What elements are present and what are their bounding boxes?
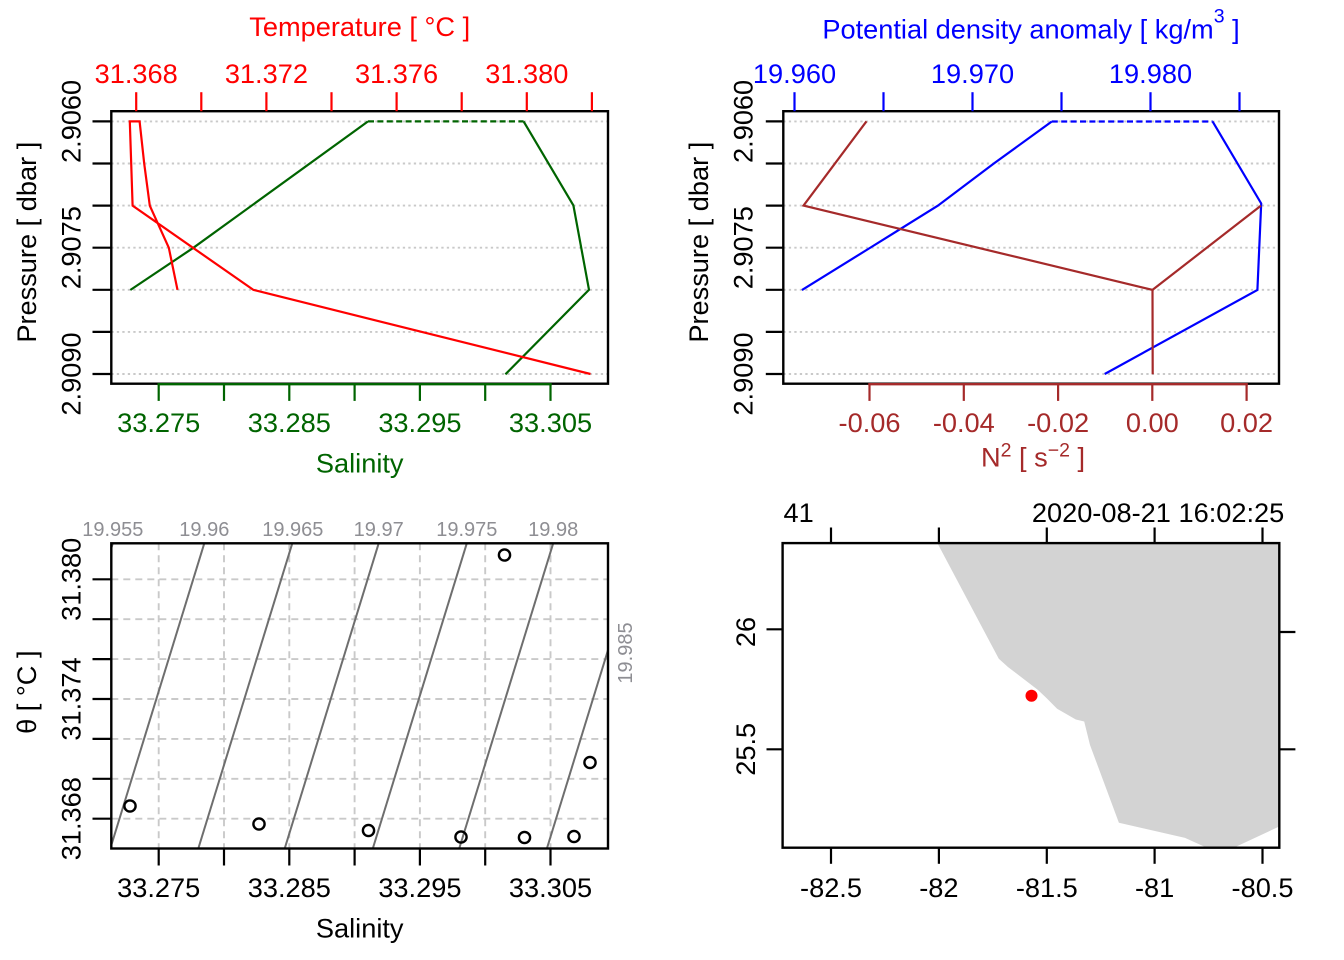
svg-text:0.02: 0.02: [1220, 407, 1273, 438]
svg-text:0.00: 0.00: [1126, 407, 1179, 438]
svg-text:19.975: 19.975: [436, 519, 497, 541]
svg-text:-0.06: -0.06: [839, 407, 901, 438]
svg-text:19.955: 19.955: [82, 519, 143, 541]
svg-text:33.295: 33.295: [378, 872, 461, 903]
svg-text:33.275: 33.275: [117, 407, 200, 438]
svg-text:19.98: 19.98: [528, 519, 578, 541]
svg-text:19.965: 19.965: [262, 519, 323, 541]
svg-text:31.380: 31.380: [56, 538, 87, 621]
svg-text:θ [ °C ]: θ [ °C ]: [11, 650, 42, 733]
svg-text:25.5: 25.5: [730, 723, 761, 776]
svg-text:2.9075: 2.9075: [56, 206, 87, 289]
svg-text:41: 41: [784, 497, 814, 528]
svg-text:31.376: 31.376: [355, 58, 438, 89]
svg-text:19.960: 19.960: [753, 58, 836, 89]
svg-text:-82: -82: [919, 872, 958, 903]
svg-text:31.368: 31.368: [95, 58, 178, 89]
svg-text:N2 [ s−2 ]: N2 [ s−2 ]: [981, 440, 1085, 473]
svg-text:33.285: 33.285: [248, 872, 331, 903]
svg-text:Salinity: Salinity: [316, 448, 404, 479]
svg-text:26: 26: [730, 617, 761, 647]
svg-text:19.985: 19.985: [615, 622, 637, 683]
svg-text:-81.5: -81.5: [1016, 872, 1078, 903]
svg-text:33.305: 33.305: [509, 872, 592, 903]
svg-text:33.305: 33.305: [509, 407, 592, 438]
svg-text:33.295: 33.295: [378, 407, 461, 438]
svg-text:2.9090: 2.9090: [56, 332, 87, 415]
svg-text:2.9060: 2.9060: [728, 80, 759, 163]
svg-text:19.97: 19.97: [354, 519, 404, 541]
svg-text:19.970: 19.970: [931, 58, 1014, 89]
svg-text:-82.5: -82.5: [800, 872, 862, 903]
svg-text:Pressure [ dbar ]: Pressure [ dbar ]: [683, 142, 714, 343]
svg-text:2.9075: 2.9075: [728, 206, 759, 289]
svg-text:31.380: 31.380: [485, 58, 568, 89]
svg-text:-0.04: -0.04: [933, 407, 995, 438]
svg-text:31.374: 31.374: [56, 657, 87, 740]
svg-text:19.980: 19.980: [1109, 58, 1192, 89]
svg-text:Temperature [ °C ]: Temperature [ °C ]: [249, 11, 470, 42]
svg-text:2.9060: 2.9060: [56, 80, 87, 163]
svg-text:Salinity: Salinity: [316, 912, 404, 943]
svg-text:33.285: 33.285: [248, 407, 331, 438]
svg-text:-80.5: -80.5: [1232, 872, 1294, 903]
svg-text:2.9090: 2.9090: [728, 332, 759, 415]
svg-text:33.275: 33.275: [117, 872, 200, 903]
svg-text:Pressure [ dbar ]: Pressure [ dbar ]: [11, 142, 42, 343]
svg-text:31.368: 31.368: [56, 777, 87, 860]
svg-text:31.372: 31.372: [225, 58, 308, 89]
svg-text:-81: -81: [1135, 872, 1174, 903]
svg-text:2020-08-21 16:02:25: 2020-08-21 16:02:25: [1032, 497, 1284, 528]
svg-text:-0.02: -0.02: [1027, 407, 1089, 438]
svg-text:19.96: 19.96: [179, 519, 229, 541]
